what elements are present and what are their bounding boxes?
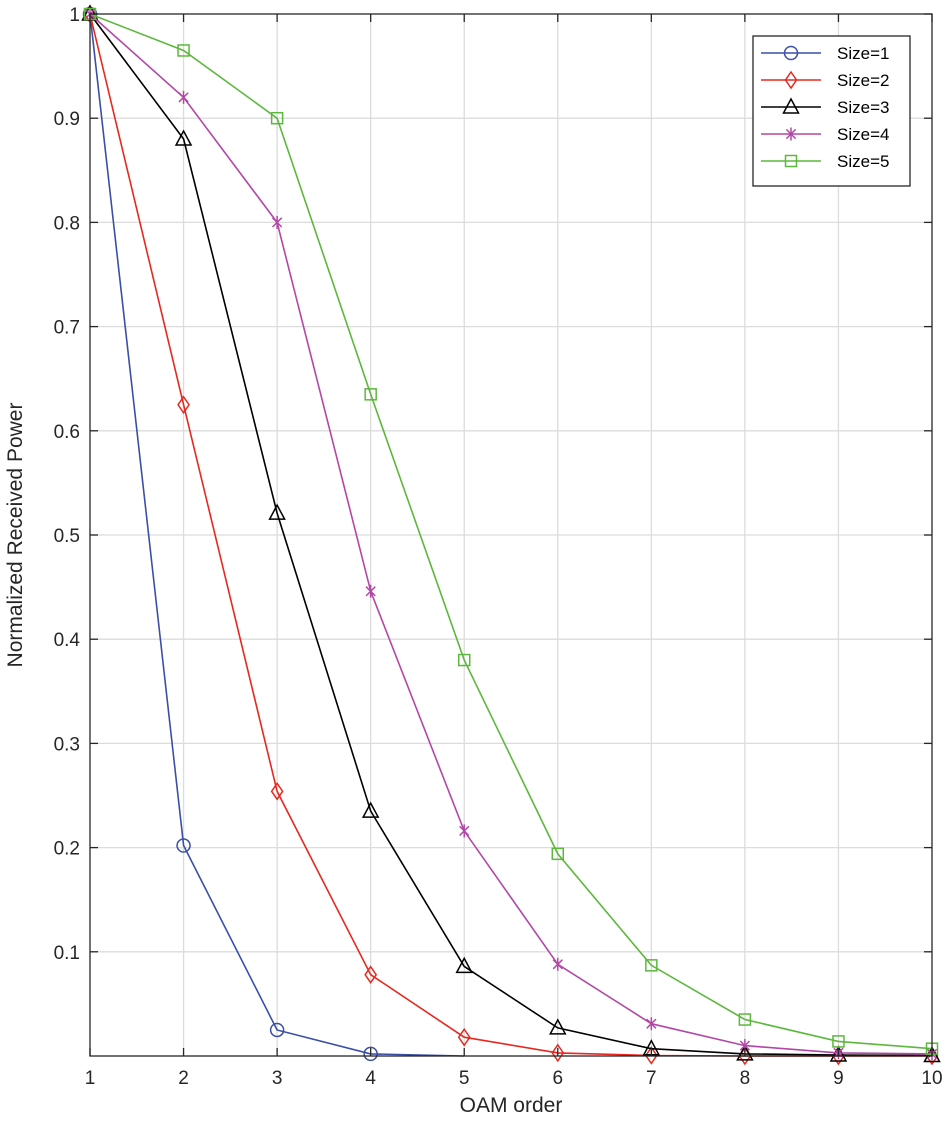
x-tick-label: 2 [178,1068,189,1089]
data-point [364,388,377,401]
data-point [365,584,376,598]
x-tick-label: 9 [833,1068,844,1089]
data-point [177,395,190,415]
data-point [832,1035,845,1048]
legend-label: Size=1 [837,44,889,63]
data-point [549,1018,567,1035]
legend-item: Size=5 [761,152,889,171]
data-point [270,782,284,801]
data-point [177,44,190,57]
data-point [455,956,473,974]
grid [90,14,932,1056]
data-point [459,824,470,838]
x-tick-label: 4 [365,1068,376,1089]
y-tick-label: 0.9 [54,109,80,130]
data-point [646,1017,657,1031]
data-point [270,111,284,125]
x-axis-label: OAM order [460,1094,563,1117]
legend: Size=1 Size=2 Size=3 Size=4 Size=5 [752,35,911,187]
series-line [89,13,933,1050]
data-point [174,129,193,146]
x-tick-label: 8 [740,1068,751,1089]
data-point [457,653,471,667]
x-tick-label: 7 [646,1068,657,1089]
data-point [457,1027,471,1047]
legend-marker [784,154,798,168]
legend-marker [783,45,799,61]
y-tick-label: 0.6 [54,422,80,443]
data-point [644,1046,658,1065]
data-point [829,1045,848,1062]
data-point [364,965,378,985]
y-tick-label: 0.1 [54,943,80,964]
y-tick-label: 0.5 [54,526,80,547]
data-point [645,959,658,972]
legend-item: Size=2 [761,70,889,90]
data-point [552,957,563,971]
x-tick-label: 3 [272,1068,283,1089]
data-point [736,1044,754,1061]
y-tick-label: 0.3 [54,734,80,755]
legend-label: Size=2 [837,71,889,90]
legend-item: Size=1 [761,44,889,63]
x-tick-label: 10 [921,1068,942,1089]
data-point [268,503,286,520]
legend-item: Size=3 [761,97,889,117]
data-point [738,1013,752,1026]
x-tick-label: 1 [85,1068,96,1089]
series-line [89,13,933,1057]
legend-label: Size=3 [837,98,889,117]
data-point [551,847,565,861]
data-point [363,1046,378,1062]
x-tick-label: 6 [552,1068,563,1089]
ticks: 1 2 3 4 5 6 7 8 9 10 0.1 0.2 0.3 0.4 0.5 0.6 0.7 0.8 0.9 1 [54,5,943,1089]
data-point [361,801,380,818]
legend-marker [785,127,797,141]
data-point [176,838,191,853]
y-tick-label: 1 [69,5,80,26]
series-line [89,13,933,1055]
legend-label: Size=5 [837,152,889,171]
data-point [178,90,189,104]
series-line [89,13,465,1057]
legend-item: Size=4 [761,125,889,144]
y-tick-label: 0.7 [54,318,80,339]
data-point [551,1043,565,1063]
legend-marker [784,70,798,90]
data-point [269,1022,285,1038]
y-axis-label: Normalized Received Power [4,403,27,668]
legend-label: Size=4 [837,125,889,144]
data-point [271,215,283,229]
y-tick-label: 0.2 [54,839,80,860]
x-tick-label: 5 [459,1068,470,1089]
legend-marker [782,97,800,114]
y-tick-label: 0.4 [54,630,81,651]
y-tick-label: 0.8 [54,213,80,234]
